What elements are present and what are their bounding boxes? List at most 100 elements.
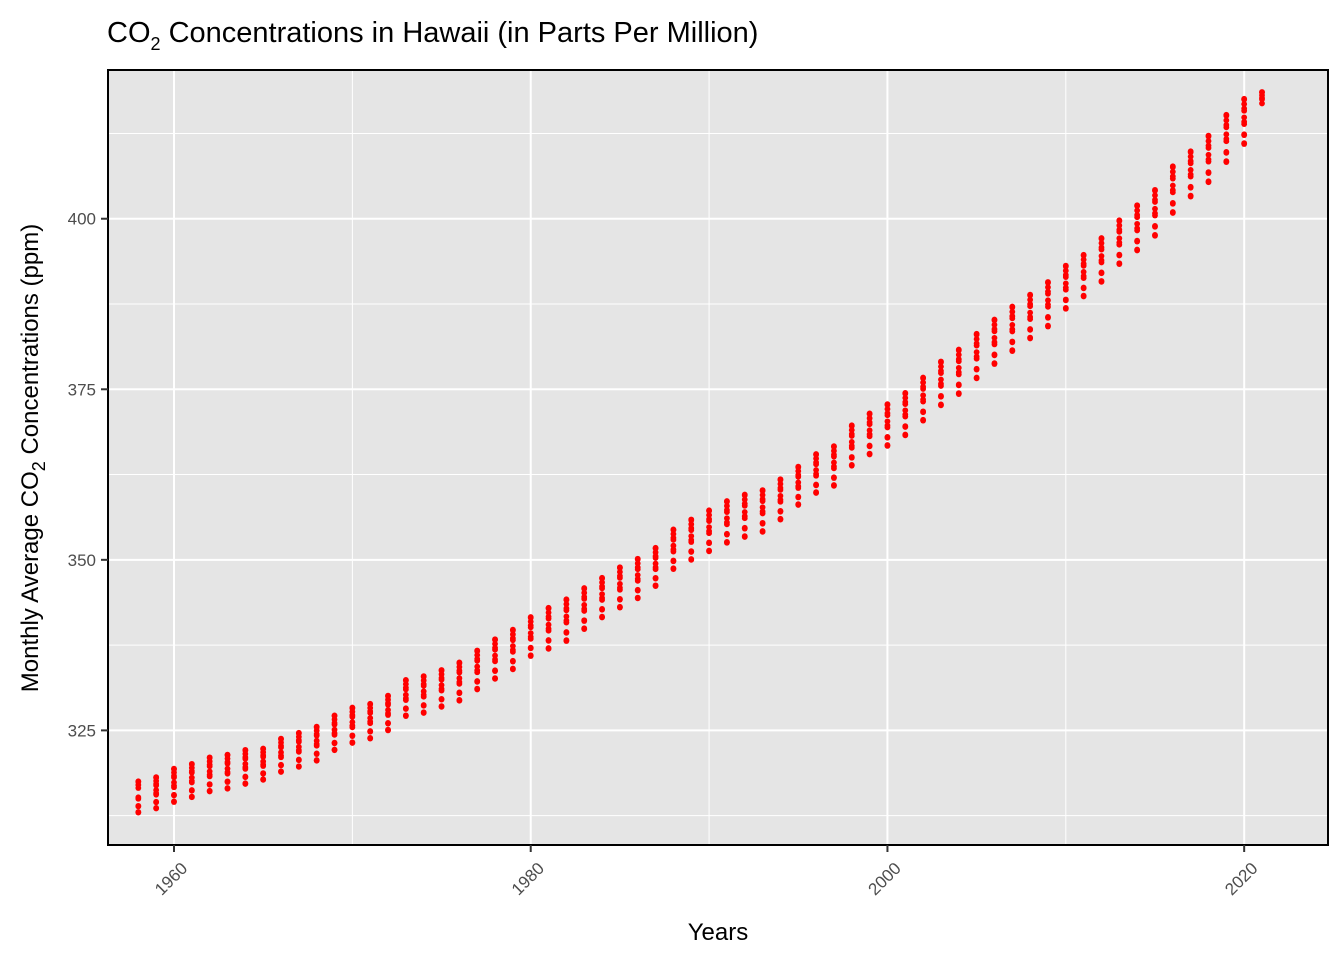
data-point [420, 673, 427, 680]
data-point [1062, 296, 1069, 303]
data-point [509, 648, 516, 655]
data-point [153, 774, 160, 781]
chart-title: CO2 Concentrations in Hawaii (in Parts P… [107, 17, 758, 54]
data-point [902, 431, 909, 438]
data-point [260, 776, 267, 783]
data-point [634, 556, 641, 563]
data-point [349, 739, 356, 746]
data-point [153, 781, 160, 787]
data-point [1259, 89, 1265, 96]
data-point [402, 697, 409, 703]
data-point [617, 595, 623, 602]
data-point [1187, 158, 1194, 164]
data-point [224, 778, 231, 785]
x-axis: 1960 1980 2000 2020 [151, 845, 1261, 899]
data-point [260, 770, 267, 776]
data-point [1152, 187, 1158, 194]
data-point [634, 564, 641, 571]
data-point [599, 575, 605, 582]
data-point [563, 605, 570, 612]
data-point [1098, 269, 1105, 276]
data-point [1045, 303, 1051, 310]
data-point [831, 451, 837, 458]
data-point [1205, 158, 1212, 165]
data-point [795, 493, 802, 500]
data-point [438, 667, 445, 674]
data-point [385, 712, 391, 718]
data-point [884, 424, 891, 431]
data-point [617, 565, 623, 571]
x-tick-label: 1980 [508, 859, 548, 899]
data-point [1205, 169, 1212, 176]
data-point [955, 351, 962, 358]
data-point [545, 621, 552, 628]
data-point [171, 791, 177, 798]
data-point [135, 802, 142, 809]
data-point [831, 444, 837, 450]
data-point [938, 376, 944, 383]
data-points [135, 89, 1265, 816]
data-point [367, 728, 374, 734]
data-point [848, 423, 855, 430]
data-point [563, 601, 570, 608]
data-point [1116, 235, 1123, 242]
data-point [402, 705, 409, 712]
data-point [1009, 304, 1016, 311]
data-point [402, 677, 409, 684]
data-point [367, 720, 374, 727]
data-point [866, 411, 873, 418]
data-point [171, 784, 177, 791]
data-point [581, 593, 588, 600]
data-point [1116, 260, 1123, 267]
data-point [385, 719, 391, 726]
data-point [741, 500, 748, 507]
data-point [938, 368, 944, 374]
data-point [1223, 122, 1230, 128]
data-point [777, 498, 784, 505]
data-point [1152, 205, 1158, 212]
data-point [1241, 96, 1248, 103]
data-point [652, 545, 659, 552]
data-point [1009, 328, 1016, 335]
data-point [706, 508, 712, 514]
data-point [135, 785, 142, 791]
data-point [866, 450, 873, 457]
data-point [1241, 121, 1248, 127]
data-point [1169, 168, 1176, 175]
data-point [706, 530, 712, 537]
data-point [920, 383, 927, 390]
data-point [759, 488, 766, 494]
data-point [224, 770, 231, 777]
data-point [456, 689, 463, 696]
y-axis: 325 350 375 400 [68, 210, 108, 740]
data-point [581, 625, 588, 632]
data-point [1027, 309, 1034, 316]
data-point [509, 627, 516, 634]
data-point [563, 613, 570, 620]
data-point [599, 597, 605, 603]
data-point [777, 507, 784, 514]
data-point [759, 519, 766, 526]
data-point [1134, 220, 1141, 227]
data-point [1116, 222, 1123, 229]
data-point [884, 418, 891, 425]
data-point [938, 359, 944, 366]
data-point [1080, 260, 1087, 267]
data-point [634, 586, 641, 593]
data-point [1116, 226, 1123, 233]
data-point [1241, 114, 1248, 121]
data-point [741, 533, 748, 540]
data-point [1045, 284, 1051, 291]
data-point [617, 603, 623, 610]
data-point [509, 665, 516, 672]
data-point [1027, 334, 1034, 341]
data-point [813, 481, 819, 488]
data-point [527, 652, 534, 659]
data-point [920, 398, 927, 405]
data-point [402, 712, 409, 719]
data-point [991, 317, 998, 324]
data-point [456, 660, 463, 667]
data-point [242, 765, 249, 772]
data-point [920, 379, 927, 386]
